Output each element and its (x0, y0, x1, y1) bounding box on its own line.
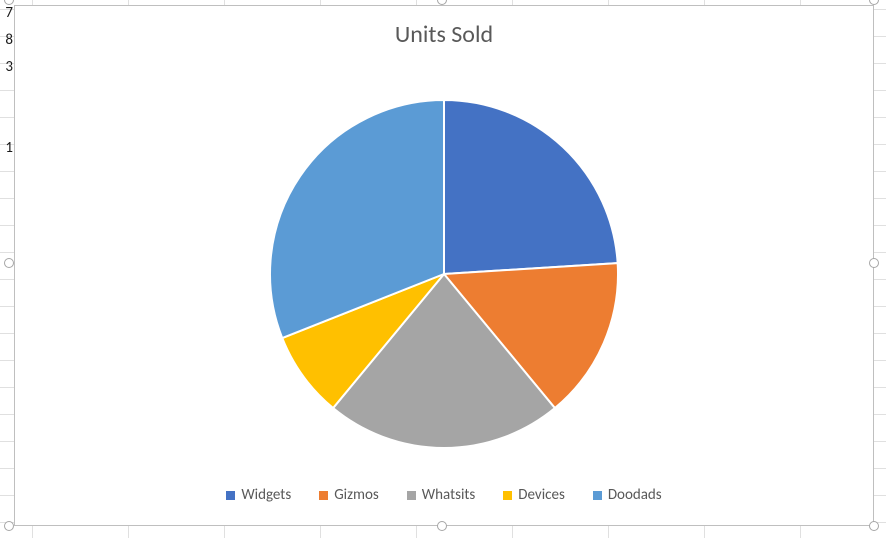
chart-legend[interactable]: Widgets Gizmos Whatsits Devices Doodads (15, 488, 873, 503)
legend-label: Devices (518, 488, 565, 503)
legend-swatch (593, 491, 602, 500)
legend-item-gizmos[interactable]: Gizmos (319, 488, 379, 503)
legend-label: Whatsits (422, 488, 476, 503)
cell-partial: 1 (0, 135, 14, 162)
legend-item-devices[interactable]: Devices (503, 488, 565, 503)
legend-label: Gizmos (334, 488, 379, 503)
cell-partial: 8 (0, 27, 14, 54)
pie-svg (266, 96, 622, 452)
pie-slice-widgets[interactable] (444, 100, 618, 274)
cell-partial (0, 108, 14, 135)
cell-partial (0, 81, 14, 108)
legend-swatch (319, 491, 328, 500)
worksheet-left-column: 7 8 3 1 (0, 0, 14, 162)
legend-label: Widgets (241, 488, 291, 503)
chart-title[interactable]: Units Sold (15, 20, 873, 49)
legend-item-doodads[interactable]: Doodads (593, 488, 662, 503)
legend-swatch (503, 491, 512, 500)
legend-item-whatsits[interactable]: Whatsits (407, 488, 476, 503)
resize-handle-mid-left[interactable] (4, 258, 14, 268)
legend-swatch (407, 491, 416, 500)
cell-partial: 3 (0, 54, 14, 81)
pie-plot-area[interactable] (266, 96, 622, 452)
resize-handle-bottom-mid[interactable] (437, 521, 447, 531)
legend-swatch (226, 491, 235, 500)
chart-object[interactable]: Units Sold Widgets Gizmos Whatsits Devices D… (14, 5, 874, 526)
legend-label: Doodads (608, 488, 662, 503)
resize-handle-bottom-right[interactable] (869, 521, 879, 531)
legend-item-widgets[interactable]: Widgets (226, 488, 291, 503)
resize-handle-bottom-left[interactable] (4, 521, 14, 531)
resize-handle-mid-right[interactable] (869, 258, 879, 268)
